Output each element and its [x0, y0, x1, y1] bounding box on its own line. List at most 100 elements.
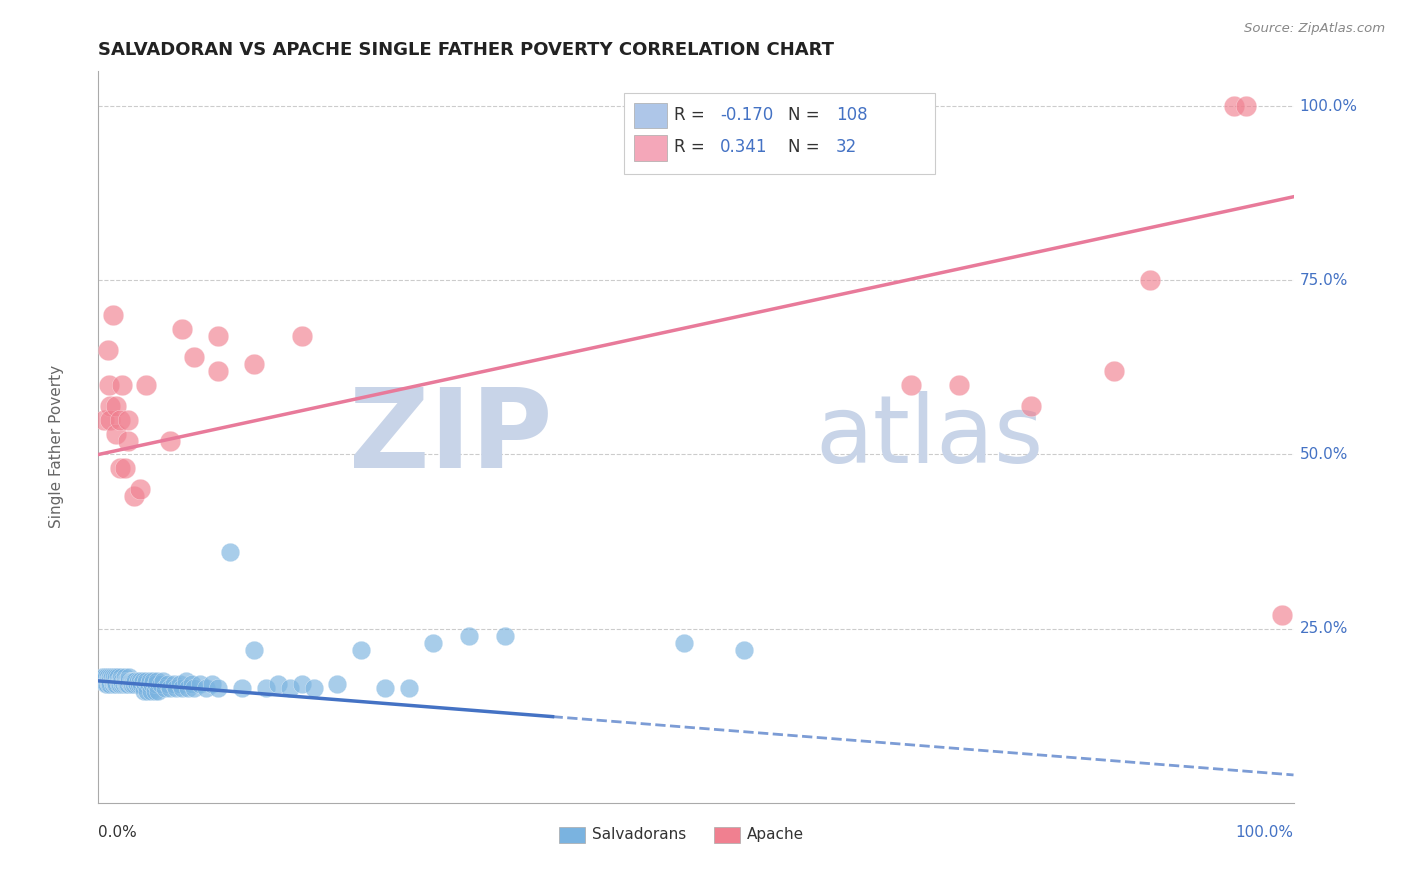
FancyBboxPatch shape [558, 827, 585, 843]
Point [165, 681, 187, 695]
Point [100, 673, 122, 688]
Point [201, 677, 224, 691]
Point [91, 673, 114, 688]
Point [112, 673, 135, 688]
Point [302, 681, 325, 695]
Point [1223, 99, 1246, 113]
Point [111, 677, 134, 691]
Point [267, 677, 290, 691]
Point [111, 673, 134, 688]
Text: SALVADORAN VS APACHE SINGLE FATHER POVERTY CORRELATION CHART: SALVADORAN VS APACHE SINGLE FATHER POVER… [98, 41, 834, 59]
Point [219, 545, 242, 559]
Point [94, 670, 117, 684]
Point [108, 673, 131, 688]
Point [159, 434, 181, 448]
Text: 32: 32 [835, 138, 858, 156]
Point [243, 642, 266, 657]
Point [142, 673, 165, 688]
Point [127, 673, 149, 688]
Point [98, 399, 122, 413]
Point [105, 426, 128, 441]
Point [117, 434, 139, 448]
Point [98, 412, 122, 426]
Text: N =: N = [787, 138, 825, 156]
Point [1271, 607, 1294, 622]
Point [398, 681, 420, 695]
Point [104, 673, 127, 688]
Point [188, 677, 211, 691]
Text: 50.0%: 50.0% [1299, 447, 1348, 462]
Point [120, 677, 142, 691]
Point [180, 677, 202, 691]
Point [110, 670, 132, 684]
Point [101, 677, 124, 691]
Point [100, 670, 122, 684]
Point [145, 677, 167, 691]
Text: R =: R = [675, 138, 710, 156]
Point [117, 673, 139, 688]
Point [97, 343, 120, 357]
Point [98, 673, 122, 688]
Point [105, 677, 128, 691]
Point [143, 684, 166, 698]
Point [117, 677, 139, 691]
Point [138, 677, 160, 691]
Point [156, 677, 179, 691]
Point [350, 642, 373, 657]
Point [207, 329, 229, 343]
Point [101, 673, 124, 688]
FancyBboxPatch shape [624, 94, 935, 174]
Point [422, 635, 444, 649]
Point [114, 670, 136, 684]
FancyBboxPatch shape [634, 135, 668, 161]
Point [900, 377, 922, 392]
Text: ZIP: ZIP [349, 384, 553, 491]
Point [94, 677, 117, 691]
Point [98, 677, 122, 691]
Point [118, 670, 141, 684]
Point [107, 673, 129, 688]
Point [107, 670, 129, 684]
Point [115, 673, 138, 688]
Point [326, 677, 349, 691]
Point [111, 377, 134, 392]
Text: Salvadorans: Salvadorans [592, 828, 686, 842]
Point [98, 670, 122, 684]
Point [207, 681, 229, 695]
Point [98, 673, 121, 688]
Point [174, 673, 197, 688]
Point [135, 673, 157, 688]
Point [172, 322, 194, 336]
Point [136, 684, 159, 698]
Point [93, 412, 115, 426]
FancyBboxPatch shape [634, 103, 668, 128]
Point [139, 673, 162, 688]
Point [104, 677, 127, 691]
Text: N =: N = [787, 106, 825, 124]
Point [149, 677, 172, 691]
Point [124, 677, 146, 691]
Point [114, 461, 136, 475]
Point [103, 673, 125, 688]
Point [96, 677, 118, 691]
Text: atlas: atlas [815, 391, 1043, 483]
Point [374, 681, 396, 695]
Point [98, 377, 121, 392]
Point [155, 681, 177, 695]
Text: Single Father Poverty: Single Father Poverty [49, 365, 63, 527]
Point [291, 677, 314, 691]
Point [108, 677, 131, 691]
Text: R =: R = [675, 106, 710, 124]
Point [1104, 364, 1126, 378]
Point [183, 350, 205, 364]
Text: 0.341: 0.341 [720, 138, 768, 156]
Text: Apache: Apache [748, 828, 804, 842]
Point [118, 673, 141, 688]
Point [108, 461, 131, 475]
Point [110, 673, 132, 688]
Point [93, 670, 115, 684]
Point [231, 681, 253, 695]
Point [131, 673, 153, 688]
Point [183, 681, 205, 695]
Point [107, 673, 129, 688]
